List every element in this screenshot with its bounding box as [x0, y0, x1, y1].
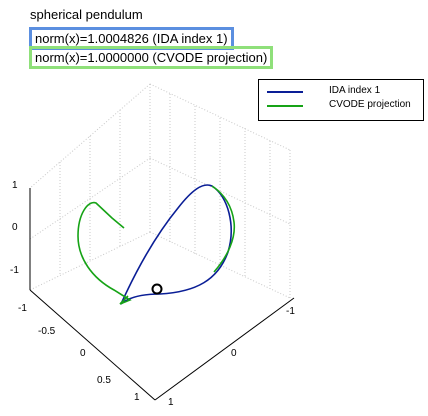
z-tick-label: 0 — [12, 222, 18, 233]
axis-lines — [29, 188, 295, 401]
x-tick-label: 1 — [134, 392, 140, 403]
x-tick-label: 0 — [80, 348, 86, 359]
y-axis-line — [154, 297, 295, 401]
x-tick-label: 0.5 — [97, 375, 111, 386]
legend-item-cvode: CVODE projection — [259, 99, 423, 113]
grid-line — [29, 157, 151, 240]
tick-labels: 1 0 -1 -1 -0.5 0 0.5 1 -1 0 1 — [10, 180, 295, 408]
y-tick-label: -1 — [286, 306, 295, 317]
x-axis-line — [29, 289, 156, 401]
subtitle-cvode: norm(x)=1.0000000 (CVODE projection) — [29, 46, 274, 69]
chart-title: spherical pendulum — [30, 7, 143, 22]
series-line-0 — [120, 184, 232, 305]
legend-label-cvode: CVODE projection — [329, 99, 411, 110]
grid-line — [29, 83, 151, 189]
z-tick-label: -1 — [10, 265, 19, 276]
legend-swatch-cvode — [267, 105, 303, 107]
legend-item-ida: IDA index 1 — [259, 85, 423, 99]
y-tick-label: 1 — [168, 397, 174, 408]
grid-line — [29, 231, 151, 291]
x-tick-label: -0.5 — [38, 326, 56, 337]
x-tick-label: -1 — [18, 303, 27, 314]
y-tick-label: 0 — [231, 348, 237, 359]
legend-swatch-ida — [267, 91, 303, 93]
axes-box — [29, 83, 291, 299]
series-layer — [77, 184, 236, 305]
legend: IDA index 1 CVODE projection — [258, 79, 424, 121]
z-tick-label: 1 — [12, 180, 18, 191]
start-marker — [151, 283, 163, 295]
legend-label-ida: IDA index 1 — [329, 85, 381, 96]
series-line-1 — [77, 185, 236, 305]
